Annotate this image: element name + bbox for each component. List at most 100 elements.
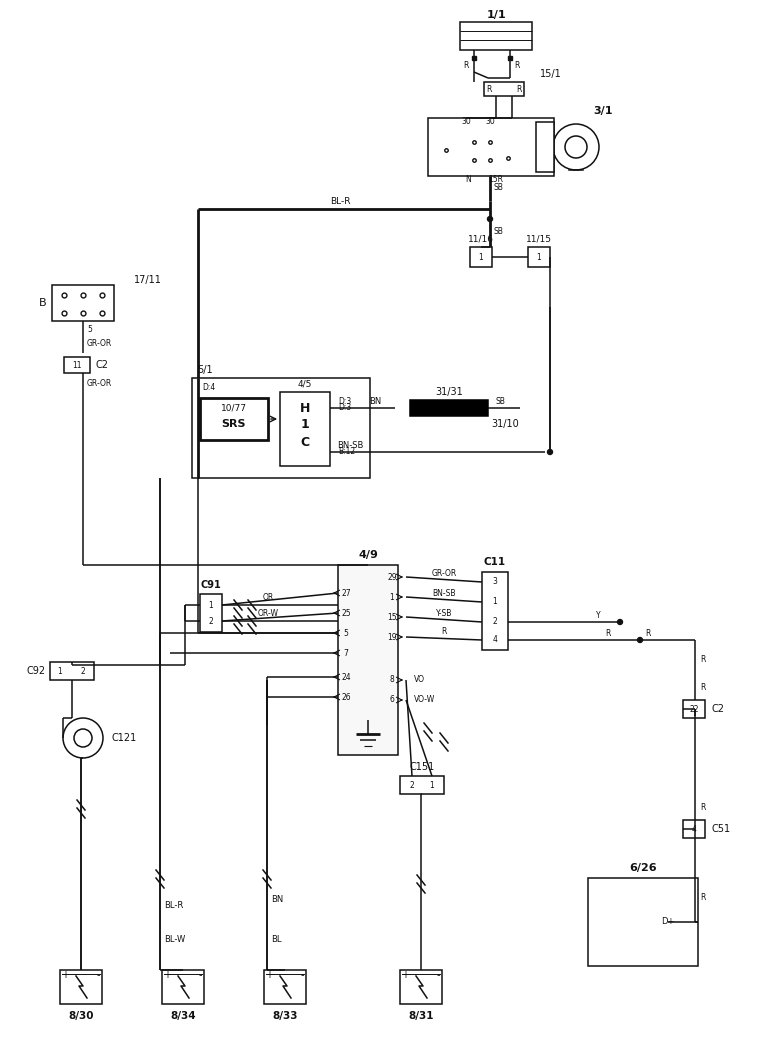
Text: 26: 26: [341, 692, 351, 702]
Circle shape: [548, 449, 552, 455]
Bar: [683, 700, 705, 718]
Bar: [683, 820, 705, 838]
Text: R: R: [645, 630, 650, 638]
Text: 24: 24: [341, 672, 351, 682]
Bar: [484, 82, 524, 96]
Bar: [400, 970, 442, 1004]
Bar: [60, 970, 102, 1004]
Text: BN: BN: [271, 896, 283, 904]
Text: 2: 2: [209, 617, 214, 625]
Text: OR: OR: [263, 594, 273, 602]
Bar: [470, 247, 492, 267]
Text: R: R: [516, 85, 521, 93]
Text: C121: C121: [111, 734, 136, 743]
Text: 31/10: 31/10: [491, 419, 519, 429]
Circle shape: [488, 216, 492, 222]
Text: -: -: [198, 970, 202, 981]
Text: R: R: [442, 628, 447, 636]
Text: SRS: SRS: [222, 419, 247, 429]
Text: 22: 22: [689, 705, 699, 713]
Text: Y-SB: Y-SB: [435, 608, 452, 618]
Text: BL: BL: [271, 936, 282, 944]
Text: 5: 5: [87, 324, 92, 334]
Text: GR-OR: GR-OR: [432, 568, 457, 578]
Text: SB: SB: [495, 396, 505, 406]
Text: 15: 15: [387, 613, 397, 621]
Text: 10/77: 10/77: [221, 404, 247, 412]
Text: 4/5: 4/5: [298, 379, 312, 389]
Text: C51: C51: [711, 824, 730, 834]
Text: 2: 2: [409, 780, 415, 790]
Bar: [162, 970, 204, 1004]
Bar: [410, 400, 488, 416]
Text: C91: C91: [200, 580, 221, 590]
Text: 11/16: 11/16: [468, 234, 494, 244]
Text: 1: 1: [492, 598, 498, 606]
Bar: [50, 662, 94, 681]
Text: H: H: [300, 402, 310, 414]
Bar: [588, 878, 698, 966]
Text: -: -: [436, 970, 440, 981]
Text: BL-R: BL-R: [164, 901, 184, 909]
Bar: [264, 970, 306, 1004]
Text: GR-OR: GR-OR: [87, 339, 112, 349]
Text: 30: 30: [461, 118, 471, 126]
Text: 8/30: 8/30: [68, 1011, 94, 1021]
Text: 8/34: 8/34: [170, 1011, 196, 1021]
Text: 3/1: 3/1: [593, 106, 613, 116]
Text: BN-SB: BN-SB: [337, 441, 363, 449]
Text: GR-OR: GR-OR: [87, 378, 112, 388]
Text: R: R: [700, 894, 705, 902]
Text: 6/26: 6/26: [629, 863, 657, 873]
Text: D:3: D:3: [338, 404, 351, 412]
Bar: [200, 398, 268, 440]
Text: 7: 7: [343, 649, 349, 657]
Text: 4: 4: [691, 825, 697, 833]
Text: 1: 1: [478, 252, 483, 262]
Text: D:3: D:3: [339, 396, 352, 406]
Text: D+: D+: [661, 918, 674, 926]
Text: BL-W: BL-W: [164, 936, 185, 944]
Bar: [460, 22, 532, 50]
Bar: [192, 378, 370, 478]
Text: 15R: 15R: [488, 176, 504, 184]
Text: B: B: [39, 298, 47, 308]
Text: -: -: [96, 970, 100, 981]
Text: +: +: [163, 970, 171, 981]
Text: 31/31: 31/31: [435, 387, 463, 398]
Text: BN: BN: [369, 396, 381, 406]
Text: BN-SB: BN-SB: [432, 588, 455, 598]
Text: 8/31: 8/31: [409, 1011, 434, 1021]
Text: 27: 27: [341, 588, 351, 598]
Circle shape: [637, 637, 643, 642]
Text: +: +: [401, 970, 409, 981]
Text: +: +: [61, 970, 69, 981]
Text: R: R: [700, 803, 705, 813]
Text: +: +: [265, 970, 273, 981]
Text: 30: 30: [485, 118, 495, 126]
Bar: [52, 285, 114, 321]
Bar: [528, 247, 550, 267]
Bar: [280, 392, 330, 466]
Text: 1: 1: [58, 667, 62, 675]
Text: OR-W: OR-W: [257, 610, 279, 618]
Text: 8/33: 8/33: [272, 1011, 298, 1021]
Text: R: R: [486, 85, 492, 93]
Bar: [536, 122, 554, 172]
Text: BL-R: BL-R: [329, 196, 350, 206]
Text: 19: 19: [387, 633, 397, 641]
Text: -: -: [300, 970, 304, 981]
Text: VO: VO: [414, 675, 425, 685]
Text: SB: SB: [494, 227, 504, 235]
Text: C11: C11: [484, 556, 506, 567]
Text: 6: 6: [389, 695, 395, 705]
Text: VO-W: VO-W: [414, 695, 435, 705]
Text: 5/1: 5/1: [197, 365, 213, 375]
Text: 1: 1: [389, 593, 395, 601]
Bar: [428, 118, 554, 176]
Text: 1: 1: [429, 780, 435, 790]
Text: 1: 1: [209, 601, 214, 610]
Text: 11/15: 11/15: [526, 234, 552, 244]
Text: SB: SB: [494, 183, 504, 193]
Text: 1/1: 1/1: [486, 10, 506, 20]
